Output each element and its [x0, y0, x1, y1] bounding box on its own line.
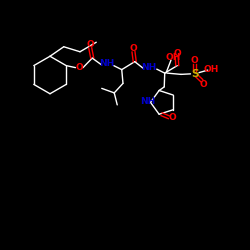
Text: O: O: [169, 112, 176, 122]
Text: O: O: [86, 40, 94, 50]
Text: O: O: [75, 63, 83, 72]
Text: NH: NH: [140, 96, 155, 106]
Text: NH: NH: [142, 63, 157, 72]
Text: O: O: [130, 44, 137, 53]
Text: NH: NH: [99, 60, 114, 68]
Text: O: O: [173, 49, 181, 58]
Text: OH: OH: [166, 53, 181, 62]
Text: O: O: [199, 80, 207, 90]
Text: S: S: [191, 69, 198, 79]
Text: OH: OH: [204, 65, 219, 74]
Text: O: O: [191, 56, 198, 65]
